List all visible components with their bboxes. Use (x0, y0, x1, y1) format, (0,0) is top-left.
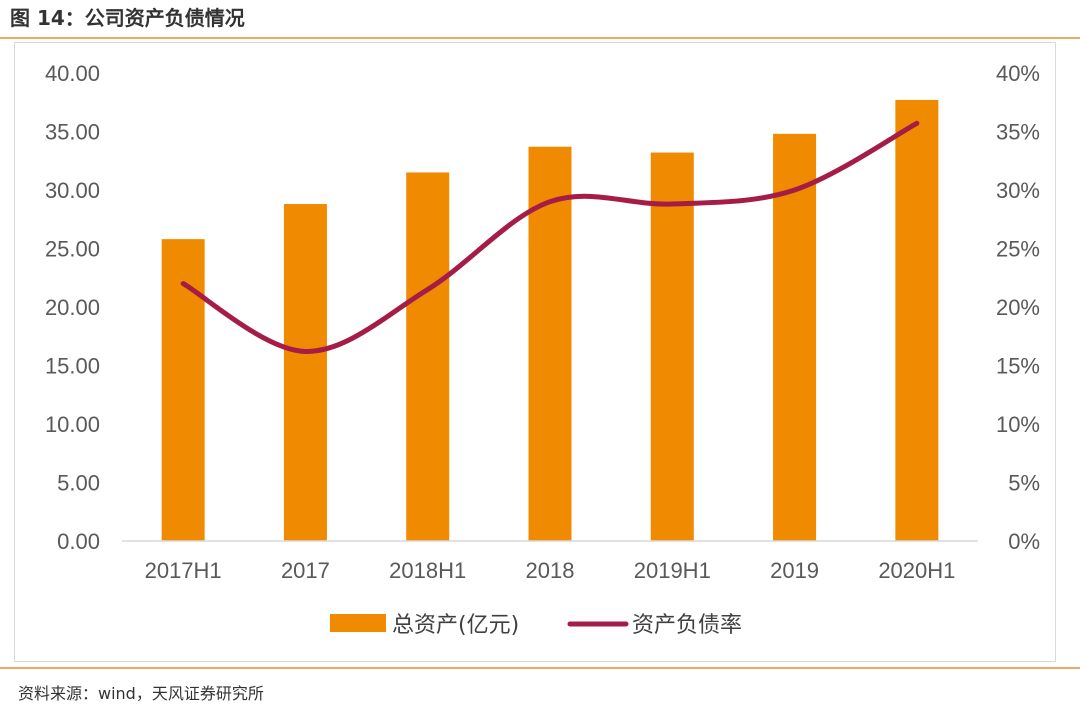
left-tick-label: 20.00 (45, 295, 100, 320)
bar (895, 99, 939, 541)
right-tick-label: 0% (1008, 529, 1040, 554)
right-tick-label: 5% (1008, 471, 1040, 496)
source-note: 资料来源：wind，天风证券研究所 (18, 684, 264, 703)
line-point (182, 283, 184, 285)
x-tick-label: 2018 (526, 558, 575, 583)
x-axis-ticks: 2017H1 2017 2018H1 2018 2019H1 2019 2020H1 (145, 558, 956, 583)
x-tick-label: 2018H1 (389, 558, 466, 583)
left-tick-label: 0.00 (57, 529, 100, 554)
bar (650, 152, 694, 541)
figure-title: 图 14：公司资产负债情况 (10, 6, 245, 30)
bar (773, 133, 817, 541)
bar (406, 172, 450, 541)
x-tick-label: 2019 (770, 558, 819, 583)
debt-ratio-line (180, 120, 920, 354)
legend-label-line: 资产负债率 (632, 613, 742, 638)
left-tick-label: 25.00 (45, 237, 100, 262)
left-axis-ticks: 0.00 5.00 10.00 15.00 20.00 25.00 30.00 35.00 40… (45, 61, 100, 554)
x-tick-label: 2017H1 (145, 558, 222, 583)
legend-label-bar: 总资产(亿元) (392, 613, 519, 638)
left-tick-label: 15.00 (45, 354, 100, 379)
right-tick-label: 15% (996, 354, 1040, 379)
left-tick-label: 35.00 (45, 120, 100, 145)
right-axis-ticks: 0% 5% 10% 15% 20% 25% 30% 35% 40% (996, 61, 1040, 554)
bar (161, 239, 205, 541)
x-tick-label: 2020H1 (878, 558, 955, 583)
line-point (549, 201, 551, 203)
right-tick-label: 30% (996, 178, 1040, 203)
line-point (794, 189, 796, 191)
right-tick-label: 35% (996, 120, 1040, 145)
right-tick-label: 20% (996, 295, 1040, 320)
line-point (671, 203, 673, 205)
top-divider (0, 37, 1080, 39)
bar (528, 146, 572, 541)
bar (283, 204, 327, 542)
right-tick-label: 40% (996, 61, 1040, 86)
left-tick-label: 5.00 (57, 471, 100, 496)
line-point (304, 350, 306, 352)
x-tick-label: 2017 (281, 558, 330, 583)
legend-swatch-bar (330, 614, 386, 632)
line-point (916, 122, 918, 124)
legend: 总资产(亿元) 资产负债率 (330, 613, 742, 638)
line-point (427, 288, 429, 290)
left-tick-label: 10.00 (45, 412, 100, 437)
left-tick-label: 30.00 (45, 178, 100, 203)
x-tick-label: 2019H1 (634, 558, 711, 583)
left-tick-label: 40.00 (45, 61, 100, 86)
chart-frame (14, 42, 1056, 662)
bottom-divider (0, 667, 1080, 669)
right-tick-label: 10% (996, 412, 1040, 437)
right-tick-label: 25% (996, 237, 1040, 262)
asset-bars (161, 99, 939, 542)
